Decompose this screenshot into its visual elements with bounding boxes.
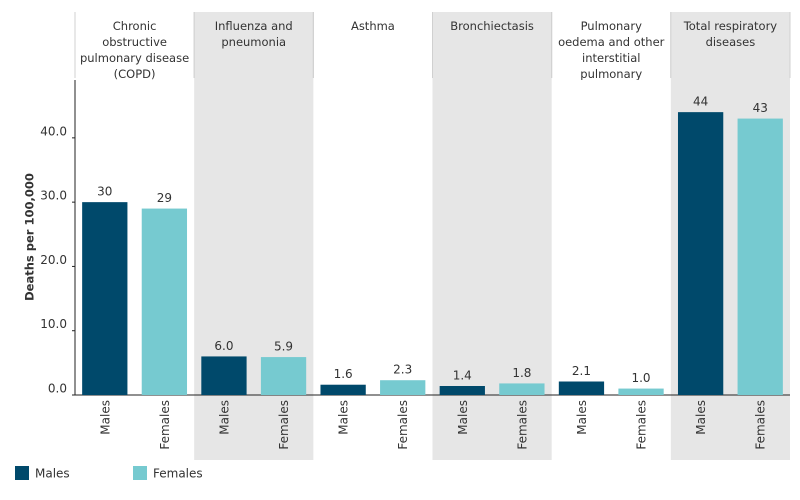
value-label: 43 xyxy=(753,101,768,115)
bar xyxy=(141,208,188,395)
value-label: 2.1 xyxy=(572,364,591,378)
value-label: 6.0 xyxy=(214,339,233,353)
x-tick-label: Males xyxy=(217,400,231,435)
legend-label: Males xyxy=(35,467,70,481)
value-label: 5.9 xyxy=(274,340,293,354)
x-tick-label: Males xyxy=(456,400,470,435)
value-label: 1.4 xyxy=(453,369,472,383)
x-tick-label: Females xyxy=(158,400,172,450)
bar xyxy=(499,383,545,395)
facet-title: Pulmonary oedema and other interstitial … xyxy=(558,19,665,80)
x-tick-label: Females xyxy=(754,400,768,450)
bar xyxy=(558,381,605,395)
bar xyxy=(439,386,485,395)
y-tick-label: 30.0 xyxy=(40,189,67,203)
bar xyxy=(201,356,247,395)
facet-title-box: Chronic obstructive pulmonary disease (C… xyxy=(79,19,190,80)
value-label: 1.8 xyxy=(512,366,531,380)
y-tick-label: 40.0 xyxy=(40,124,67,138)
value-label: 29 xyxy=(157,191,172,205)
value-label: 2.3 xyxy=(393,363,412,377)
x-tick-label: Males xyxy=(98,400,112,435)
facet-title: Total respiratory diseases xyxy=(683,19,778,49)
legend-swatch xyxy=(15,466,29,480)
facet-title: Chronic obstructive pulmonary disease (C… xyxy=(79,19,190,80)
x-tick-label: Females xyxy=(396,400,410,450)
bar xyxy=(260,357,307,395)
x-tick-label: Males xyxy=(337,400,351,435)
bar xyxy=(618,388,664,395)
legend-label: Females xyxy=(153,467,203,481)
facet-title: Bronchiectasis xyxy=(450,19,534,33)
legend-swatch xyxy=(133,466,147,480)
y-axis-label: Deaths per 100,000 xyxy=(23,173,37,301)
facet-title-box: Pulmonary oedema and other interstitial … xyxy=(558,19,665,80)
value-label: 30 xyxy=(97,185,112,199)
bar xyxy=(320,384,366,395)
facet-title-box: Asthma xyxy=(350,19,395,33)
value-label: 1.0 xyxy=(631,371,650,385)
x-tick-label: Males xyxy=(694,400,708,435)
facet-title-box: Bronchiectasis xyxy=(450,19,534,33)
bar xyxy=(737,118,783,396)
bar xyxy=(380,380,426,395)
value-label: 44 xyxy=(693,95,708,109)
x-tick-label: Males xyxy=(575,400,589,435)
facet-title-box: Total respiratory diseases xyxy=(683,19,778,49)
y-tick-label: 0.0 xyxy=(48,382,67,396)
x-tick-label: Females xyxy=(515,400,529,450)
bar xyxy=(677,112,724,396)
x-tick-label: Females xyxy=(635,400,649,450)
facet-title-box: Influenza and pneumonia xyxy=(214,19,293,49)
y-tick-label: 10.0 xyxy=(40,317,67,331)
facet-title: Asthma xyxy=(350,19,395,33)
y-tick-label: 20.0 xyxy=(40,253,67,267)
value-label: 1.6 xyxy=(334,367,353,381)
facet-title: Influenza and pneumonia xyxy=(214,19,293,49)
x-tick-label: Females xyxy=(277,400,291,450)
bar xyxy=(82,202,128,395)
